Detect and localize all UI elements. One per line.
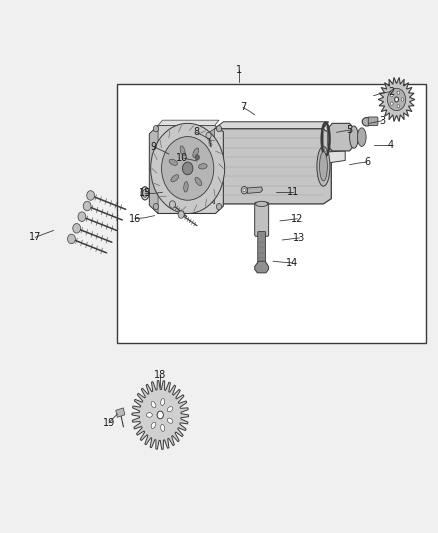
Circle shape xyxy=(391,102,393,106)
Polygon shape xyxy=(378,77,415,122)
Text: 9: 9 xyxy=(151,142,157,152)
Ellipse shape xyxy=(193,148,199,157)
Polygon shape xyxy=(132,381,188,449)
Circle shape xyxy=(170,201,176,208)
Polygon shape xyxy=(149,125,158,214)
Ellipse shape xyxy=(180,146,185,156)
Circle shape xyxy=(243,189,246,192)
Text: 4: 4 xyxy=(388,140,394,150)
Circle shape xyxy=(195,155,199,160)
Polygon shape xyxy=(207,128,331,204)
Circle shape xyxy=(401,98,404,101)
Text: 1: 1 xyxy=(236,66,242,75)
Polygon shape xyxy=(215,122,328,128)
Circle shape xyxy=(73,223,81,233)
Ellipse shape xyxy=(161,424,165,431)
Ellipse shape xyxy=(357,128,366,147)
Text: 19: 19 xyxy=(103,418,115,428)
Polygon shape xyxy=(158,120,219,125)
Circle shape xyxy=(151,123,225,214)
Ellipse shape xyxy=(143,189,147,197)
Circle shape xyxy=(397,91,400,94)
Circle shape xyxy=(183,162,193,175)
Circle shape xyxy=(83,201,91,211)
Ellipse shape xyxy=(198,164,207,169)
Circle shape xyxy=(241,187,247,194)
Circle shape xyxy=(87,191,95,200)
Ellipse shape xyxy=(167,407,173,412)
Circle shape xyxy=(397,104,400,108)
Circle shape xyxy=(67,234,75,244)
Circle shape xyxy=(206,132,211,139)
Text: 13: 13 xyxy=(293,233,306,243)
Ellipse shape xyxy=(151,401,156,408)
Polygon shape xyxy=(207,128,215,204)
Text: 5: 5 xyxy=(346,125,353,135)
Text: 12: 12 xyxy=(291,214,304,224)
Circle shape xyxy=(178,211,184,218)
Ellipse shape xyxy=(209,150,220,182)
Polygon shape xyxy=(254,261,268,273)
Ellipse shape xyxy=(317,147,330,186)
Ellipse shape xyxy=(320,152,327,181)
Text: 2: 2 xyxy=(388,86,394,96)
Circle shape xyxy=(153,204,159,210)
Text: 18: 18 xyxy=(154,370,166,379)
FancyBboxPatch shape xyxy=(254,203,268,236)
Text: 7: 7 xyxy=(240,102,246,112)
Ellipse shape xyxy=(141,187,149,200)
Circle shape xyxy=(216,204,222,210)
Ellipse shape xyxy=(171,175,179,182)
Polygon shape xyxy=(247,187,262,193)
Text: 16: 16 xyxy=(129,214,141,224)
Text: 3: 3 xyxy=(379,116,385,126)
Text: 15: 15 xyxy=(139,188,151,198)
Text: 11: 11 xyxy=(287,187,299,197)
Text: 10: 10 xyxy=(176,153,188,163)
Polygon shape xyxy=(116,408,125,417)
Text: 6: 6 xyxy=(364,157,370,167)
Ellipse shape xyxy=(362,117,372,126)
Ellipse shape xyxy=(151,422,156,429)
Ellipse shape xyxy=(146,413,152,417)
Text: 17: 17 xyxy=(29,232,42,243)
Circle shape xyxy=(157,411,163,419)
FancyBboxPatch shape xyxy=(368,117,378,125)
Ellipse shape xyxy=(255,201,268,207)
Text: 14: 14 xyxy=(286,258,298,268)
Ellipse shape xyxy=(169,159,177,165)
Circle shape xyxy=(395,97,399,102)
Ellipse shape xyxy=(167,418,173,423)
Polygon shape xyxy=(149,125,223,214)
Circle shape xyxy=(162,136,214,200)
Ellipse shape xyxy=(350,126,358,148)
Polygon shape xyxy=(327,151,345,163)
Text: 8: 8 xyxy=(193,127,199,138)
Polygon shape xyxy=(328,123,354,151)
Ellipse shape xyxy=(195,177,202,185)
Circle shape xyxy=(391,94,393,97)
FancyBboxPatch shape xyxy=(258,231,265,262)
Circle shape xyxy=(216,125,222,132)
Circle shape xyxy=(153,125,159,132)
Bar xyxy=(117,84,426,343)
Ellipse shape xyxy=(184,182,188,192)
Ellipse shape xyxy=(161,399,165,406)
Circle shape xyxy=(78,212,86,221)
Circle shape xyxy=(388,88,406,111)
